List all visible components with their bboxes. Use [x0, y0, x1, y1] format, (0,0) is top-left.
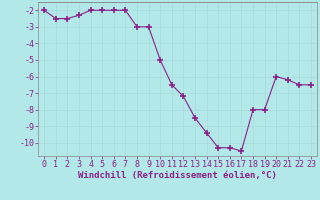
X-axis label: Windchill (Refroidissement éolien,°C): Windchill (Refroidissement éolien,°C): [78, 171, 277, 180]
